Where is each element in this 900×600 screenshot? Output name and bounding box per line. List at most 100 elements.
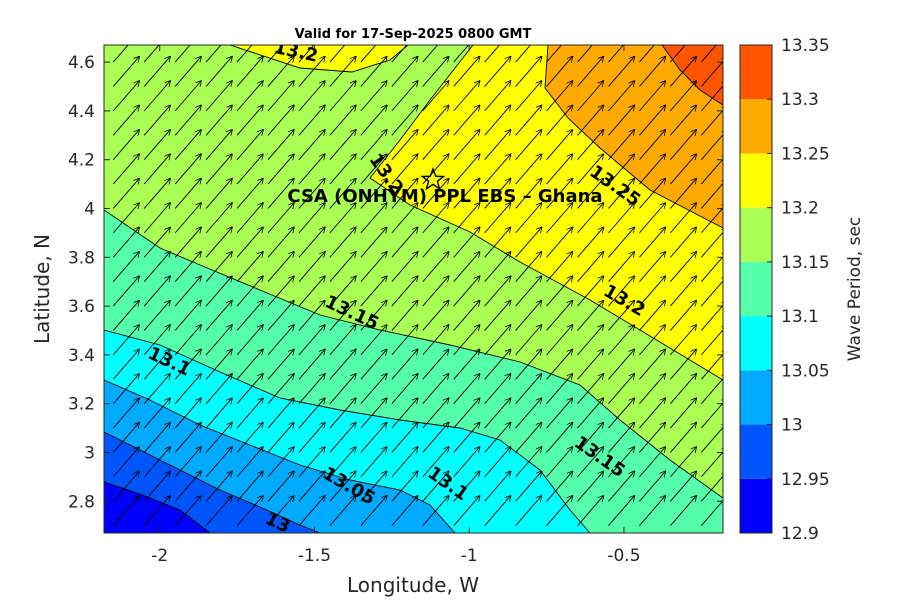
wave-vector-arrow — [205, 178, 232, 209]
wave-vector-arrow — [700, 496, 723, 526]
wave-vector-arrow — [112, 496, 139, 526]
wave-vector-arrow — [205, 398, 232, 429]
wave-vector-arrow — [515, 300, 542, 331]
wave-vector-arrow — [639, 105, 665, 136]
wave-vector-arrow — [174, 374, 201, 404]
wave-vector-arrow — [267, 496, 294, 526]
wave-vector-arrow — [267, 422, 294, 453]
wave-vector-arrow — [453, 300, 480, 331]
wave-vector-arrow — [174, 56, 201, 87]
wave-vector-arrow — [205, 56, 232, 87]
wave-vector-arrow — [639, 300, 665, 331]
wave-vector-arrow — [639, 471, 665, 502]
wave-vector-arrow — [329, 154, 356, 185]
wave-vector-arrow — [515, 447, 542, 478]
wave-vector-arrow — [112, 398, 139, 429]
wave-vector-arrow — [112, 374, 139, 404]
wave-vector-arrow — [236, 471, 263, 502]
contour-line — [544, 45, 723, 229]
wave-vector-arrow — [670, 252, 696, 282]
wave-vector-arrow — [639, 45, 655, 63]
wave-vector-arrow — [546, 56, 573, 87]
wave-vector-arrow — [639, 154, 665, 185]
colorbar-segment — [740, 207, 772, 262]
wave-vector-arrow — [267, 276, 294, 307]
wave-vector-arrow — [515, 252, 542, 282]
wave-vector-arrow — [577, 178, 604, 209]
wave-vector-arrow — [360, 81, 387, 112]
wave-vector-arrow — [236, 349, 263, 380]
wave-vector-arrow — [205, 81, 232, 112]
wave-vector-arrow — [143, 105, 170, 136]
wave-vector-arrow — [143, 496, 170, 526]
wave-vector-arrow — [670, 398, 696, 429]
wave-vector-arrow — [608, 374, 634, 404]
wave-vector-arrow — [422, 325, 449, 356]
wave-vector-arrow — [298, 252, 325, 282]
wave-vector-arrow — [700, 374, 723, 404]
wave-vector-arrow — [484, 374, 511, 404]
wave-vector-arrow — [515, 325, 542, 356]
wave-vector-arrow — [267, 374, 294, 404]
wave-vector-arrow — [174, 105, 201, 136]
wave-vector-arrow — [329, 471, 356, 502]
wave-vector-arrow — [329, 203, 356, 234]
colorbar-tick-label: 12.9 — [781, 524, 819, 544]
colorbar-segment — [740, 316, 772, 371]
wave-vector-arrow — [484, 227, 511, 258]
wave-vector-arrow — [639, 496, 665, 526]
wave-vector-arrow — [546, 349, 573, 380]
wave-vector-arrow — [174, 325, 201, 356]
wave-vector-arrow — [639, 276, 665, 307]
wave-vector-arrow — [236, 45, 253, 63]
wave-vector-arrow — [329, 300, 356, 331]
wave-vector-arrow — [267, 447, 294, 478]
wave-vector-arrow — [670, 300, 696, 331]
colorbar-segment — [740, 478, 772, 533]
wave-vector-arrow — [329, 422, 356, 453]
wave-vector-arrow — [329, 447, 356, 478]
wave-vector-arrow — [422, 81, 449, 112]
wave-vector-arrow — [484, 496, 511, 526]
wave-vector-arrow — [236, 56, 263, 87]
wave-vector-arrow — [453, 422, 480, 453]
wave-vector-arrow — [205, 422, 232, 453]
wave-vector-arrow — [608, 471, 634, 502]
y-tick-label: 4 — [84, 199, 95, 219]
wave-vector-arrow — [205, 130, 232, 160]
wave-vector-arrow — [608, 252, 634, 282]
wave-vector-arrow — [267, 81, 294, 112]
colorbar-tick-label: 13.05 — [781, 361, 830, 381]
wave-vector-arrow — [453, 203, 480, 234]
wave-vector-arrow — [205, 447, 232, 478]
wave-vector-arrow — [670, 227, 696, 258]
wave-vector-arrow — [484, 398, 511, 429]
wave-vector-arrow — [236, 154, 263, 185]
wave-vector-arrow — [670, 496, 696, 526]
wave-vector-arrow — [577, 300, 604, 331]
wave-vector-arrow — [453, 105, 480, 136]
wave-vector-arrow — [670, 349, 696, 380]
y-tick-label: 3.4 — [68, 346, 95, 366]
band-12.9-12.95 — [104, 482, 210, 533]
wave-vector-arrow — [670, 56, 696, 87]
wave-vector-arrow — [236, 422, 263, 453]
colorbar-label: Wave Period, sec — [845, 217, 865, 362]
contour-line — [229, 45, 409, 73]
wave-vector-arrow — [700, 227, 723, 258]
wave-vector-arrow — [391, 178, 418, 209]
y-tick-label: 3.8 — [68, 248, 95, 268]
wave-vector-arrow — [484, 325, 511, 356]
wave-vector-arrow — [484, 252, 511, 282]
colorbar-tick-label: 13.1 — [781, 307, 819, 327]
wave-vector-arrow — [267, 130, 294, 160]
wave-vector-arrow — [422, 422, 449, 453]
wave-vector-arrow — [205, 276, 232, 307]
wave-vector-arrow — [608, 130, 634, 160]
wave-vector-arrow — [670, 154, 696, 185]
wave-vector-arrow — [608, 422, 634, 453]
wave-vector-arrow — [360, 227, 387, 258]
wave-vector-arrow — [329, 252, 356, 282]
wave-vector-arrow — [143, 81, 170, 112]
wave-vector-arrow — [453, 45, 470, 63]
